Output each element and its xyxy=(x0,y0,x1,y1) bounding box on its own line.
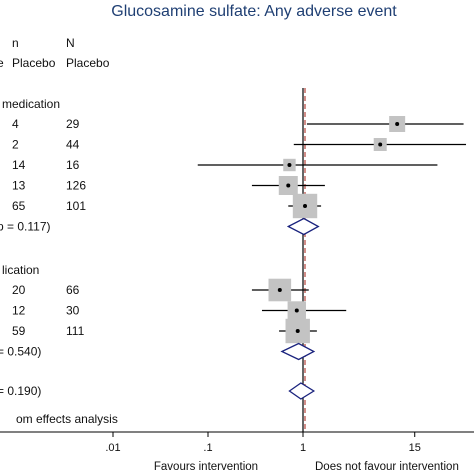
study-N-placebo: 66 xyxy=(66,283,80,297)
header-placebo-N: Placebo xyxy=(66,56,110,70)
header-cut-left: e xyxy=(0,56,4,70)
footer-left-label: Favours intervention xyxy=(154,461,258,473)
x-tick-label: .01 xyxy=(105,442,120,454)
x-tick-label: .1 xyxy=(203,442,212,454)
study-N-placebo: 101 xyxy=(66,199,86,213)
group-pooled-diamond xyxy=(286,217,320,236)
study-n-placebo: 2 xyxy=(12,138,19,152)
study-n-placebo: 12 xyxy=(12,304,26,318)
x-axis: .01 .1 1 15 xyxy=(0,431,474,454)
study-N-placebo: 30 xyxy=(66,304,80,318)
group-summary-label: p = 0.117) xyxy=(0,220,50,234)
x-tick-label: 15 xyxy=(409,442,421,454)
header-N: N xyxy=(66,36,75,50)
study-rows: medication 4 29 2 44 14 16 13 126 65 101 p = 0.117)… xyxy=(0,97,86,398)
group-header-label: lication xyxy=(2,263,39,277)
study-n-placebo: 59 xyxy=(12,324,26,338)
study-point-estimate xyxy=(294,308,299,313)
study-n-placebo: 20 xyxy=(12,283,26,297)
study-n-placebo: 65 xyxy=(12,199,26,213)
x-axis-ticks: .01 .1 1 15 xyxy=(105,432,421,454)
overall-summary-label: = 0.190) xyxy=(0,384,41,398)
study-N-placebo: 16 xyxy=(66,158,80,172)
group-pooled-diamond xyxy=(280,342,316,361)
plot-area xyxy=(197,88,467,432)
header-placebo-n: Placebo xyxy=(12,56,56,70)
x-tick-label: 1 xyxy=(300,442,306,454)
study-point-estimate xyxy=(295,329,300,333)
study-N-placebo: 29 xyxy=(66,117,80,131)
study-point-estimate xyxy=(286,183,291,188)
study-n-placebo: 13 xyxy=(12,179,26,193)
header-n: n xyxy=(12,36,19,50)
study-N-placebo: 126 xyxy=(66,179,86,193)
study-point-estimate xyxy=(303,204,308,208)
study-point-estimate xyxy=(378,142,383,147)
study-point-estimate xyxy=(395,122,400,126)
footer-right-label: Does not favour intervention xyxy=(315,461,459,473)
study-point-estimate xyxy=(287,163,292,167)
group-summary-label: = 0.540) xyxy=(0,345,41,359)
overall-pooled-diamond xyxy=(288,382,316,400)
group-header-label: medication xyxy=(2,97,60,111)
chart-title: Glucosamine sulfate: Any adverse event xyxy=(111,3,397,20)
study-N-placebo: 111 xyxy=(66,324,85,338)
study-point-estimate xyxy=(277,288,282,292)
study-N-placebo: 44 xyxy=(66,138,80,152)
study-n-placebo: 4 xyxy=(12,117,19,131)
footnote: om effects analysis xyxy=(16,412,118,426)
study-n-placebo: 14 xyxy=(12,158,26,172)
